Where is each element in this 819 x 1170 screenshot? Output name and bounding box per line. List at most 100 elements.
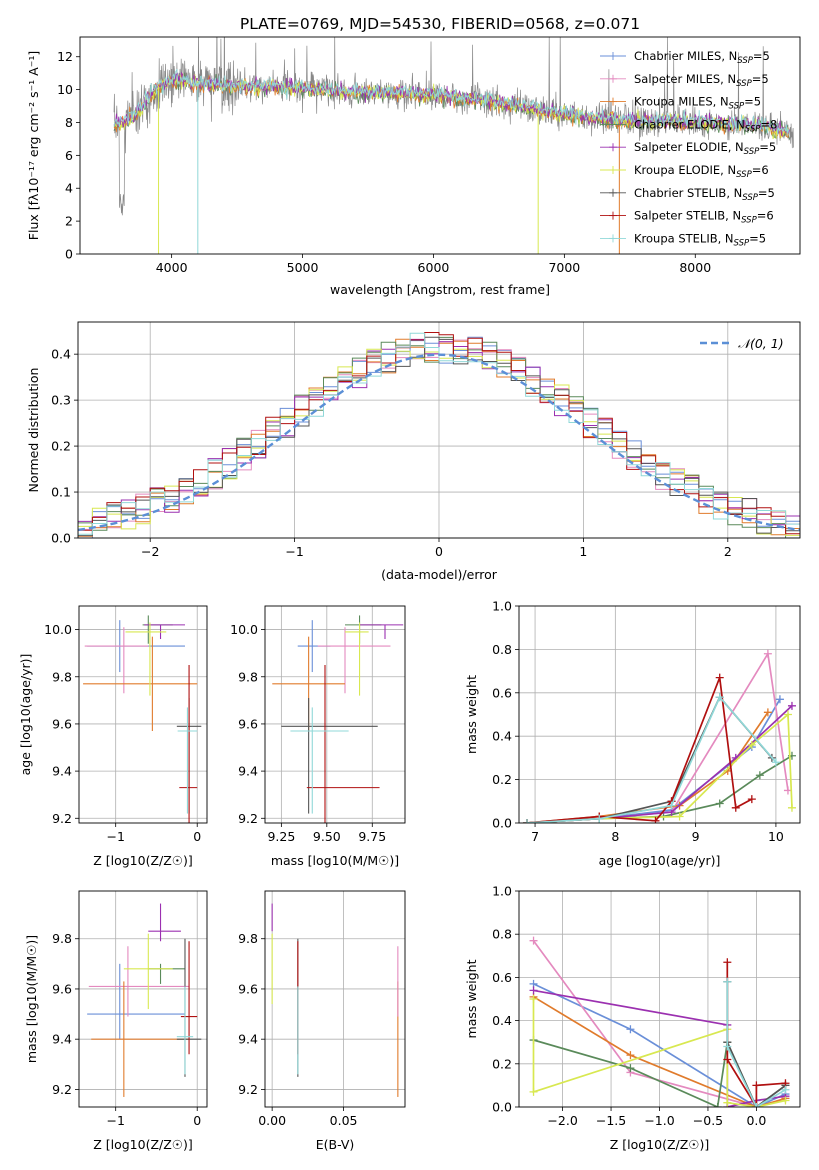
x-axis-label: mass [log10(M/M☉)] [271,853,399,868]
x-tick-label: 0.0 [746,1113,766,1128]
age-vs-mass-grid [265,606,405,823]
model-fit-kroupa-stelib [113,68,790,137]
data-point [723,1055,732,1064]
y-tick-label: 0.0 [51,531,71,546]
errorbar-point [148,903,181,942]
mass-vs-Z-chart: −1 0 9.2 9.4 9.6 9.8 Z [log10(Z/Z☉)] mass [log1… [24,890,208,1152]
errorbar-point [306,664,380,823]
x-axis-label: wavelength [Angstrom, rest frame] [330,282,550,297]
legend-entry: Chabrier ELODIE, NSSP=8 [634,117,777,134]
data-point [763,708,772,717]
y-tick-label: 9.6 [238,981,258,996]
errorbar-point [359,624,404,640]
x-tick-label: 8000 [679,260,711,275]
axes-frame [78,605,208,824]
x-tick-label: −0.5 [693,1113,723,1128]
figure-title: PLATE=0769, MJD=54530, FIBERID=0568, z=0… [240,15,640,33]
y-tick-label: 10.0 [230,622,258,637]
errorbar-point [281,697,378,814]
y-tick-label: 0.4 [51,347,71,362]
y-axis-label: mass weight [464,675,479,754]
residuals-chart: −2 −1 0 1 2 0.0 0.1 0.2 0.3 0.4 (data-model)/error… [26,321,801,582]
age-vs-Z-ticks: −1 0 9.2 9.4 9.6 9.8 10.0 [44,622,201,844]
axes-frame [79,36,801,255]
y-tick-label: 9.4 [52,764,72,779]
data-point [715,799,724,808]
errorbar-point [123,933,173,1010]
data-point [713,1103,722,1107]
errorbar-point [290,707,349,814]
x-axis-label: age [log10(age/yr)] [599,853,721,868]
y-tick-label: 9.8 [238,669,258,684]
x-axis-label: E(B-V) [316,1137,355,1152]
data-point [723,958,732,967]
data-point [523,819,532,823]
residuals-legend: 𝒩(0, 1) [700,336,784,351]
axes-frame [518,890,801,1108]
axes-frame [264,890,406,1108]
x-tick-label: 9.25 [267,829,295,844]
legend-entry: Kroupa ELODIE, NSSP=6 [634,163,769,180]
y-axis-label: mass [log10(M/M☉)] [24,935,39,1063]
data-point [626,1064,635,1073]
errorbar-point [179,664,198,823]
x-tick-label: 10 [768,829,784,844]
data-point [771,758,780,767]
data-point [763,649,772,658]
y-tick-label: 9.6 [52,716,72,731]
y-tick-label: 0.4 [492,1013,512,1028]
residuals-ticks: −2 −1 0 1 2 0.0 0.1 0.2 0.3 0.4 [51,347,732,559]
legend-entry: Chabrier MILES, NSSP=5 [634,49,770,66]
y-tick-label: 10 [57,82,73,97]
x-tick-label: −1 [285,544,303,559]
errorbar-point [345,622,369,696]
x-tick-label: 2 [724,544,732,559]
data-point [723,977,732,986]
x-tick-label: −2.0 [547,1113,577,1128]
data-point [626,1051,635,1060]
y-tick-label: 9.8 [52,931,72,946]
data-point [723,1098,732,1107]
x-tick-label: 0 [193,1113,201,1128]
mass-vs-EBV-chart: 0.00 0.05 9.2 9.4 9.6 9.8 E(B-V) [238,890,406,1152]
data-point [781,1096,790,1105]
x-tick-label: 6000 [418,260,450,275]
data-point [775,695,784,704]
x-tick-label: 9 [692,829,700,844]
x-tick-label: 9.50 [313,829,341,844]
data-point [752,1081,761,1090]
axes-frame [77,321,801,539]
data-point [626,1025,635,1034]
y-tick-label: 9.6 [238,716,258,731]
y-axis-label: mass weight [464,959,479,1038]
y-tick-label: 9.8 [238,931,258,946]
y-tick-label: 0.2 [51,439,71,454]
y-tick-label: 9.6 [52,981,72,996]
spectrum-ticks: 4000 5000 6000 7000 8000 0 2 4 6 8 10 12 [57,49,711,275]
data-point [731,803,740,812]
x-tick-label: 9.75 [358,829,386,844]
x-tick-label: 0.00 [258,1113,286,1128]
y-tick-label: 9.4 [52,1032,72,1047]
series-kroupa-stelib [723,977,790,1107]
data-point [755,771,764,780]
histogram-salpeter-stelib [78,332,800,538]
errorbar-point [180,941,198,1055]
legend-entry: Chabrier STELIB, NSSP=5 [634,186,775,203]
y-tick-label: 9.2 [52,1082,72,1097]
data-point [747,795,756,804]
errorbar-point [84,627,149,694]
massweight-vs-age-chart: 7 8 9 10 0.0 0.2 0.4 0.6 0.8 1.0 age [log10(age/yr… [464,599,801,868]
mass-vs-EBV-ticks: 0.00 0.05 9.2 9.4 9.6 9.8 [238,931,357,1128]
x-tick-label: 0.05 [330,1113,358,1128]
y-axis-label: Flux [fλ10⁻¹⁷ erg cm⁻² s⁻¹ A⁻¹] [26,51,41,240]
legend-entry: Salpeter MILES, NSSP=5 [634,72,769,89]
y-tick-label: 10.0 [44,622,72,637]
data-point [787,701,796,710]
y-tick-label: 0.3 [51,393,71,408]
age-vs-mass-ticks: 9.25 9.50 9.75 9.2 9.4 9.6 9.8 10.0 [230,622,386,844]
age-vs-Z-chart: −1 0 9.2 9.4 9.6 9.8 10.0 Z [log10(Z/Z☉)] age [l… [18,605,208,868]
x-tick-label: 8 [611,829,619,844]
errorbar-point [87,963,185,1040]
